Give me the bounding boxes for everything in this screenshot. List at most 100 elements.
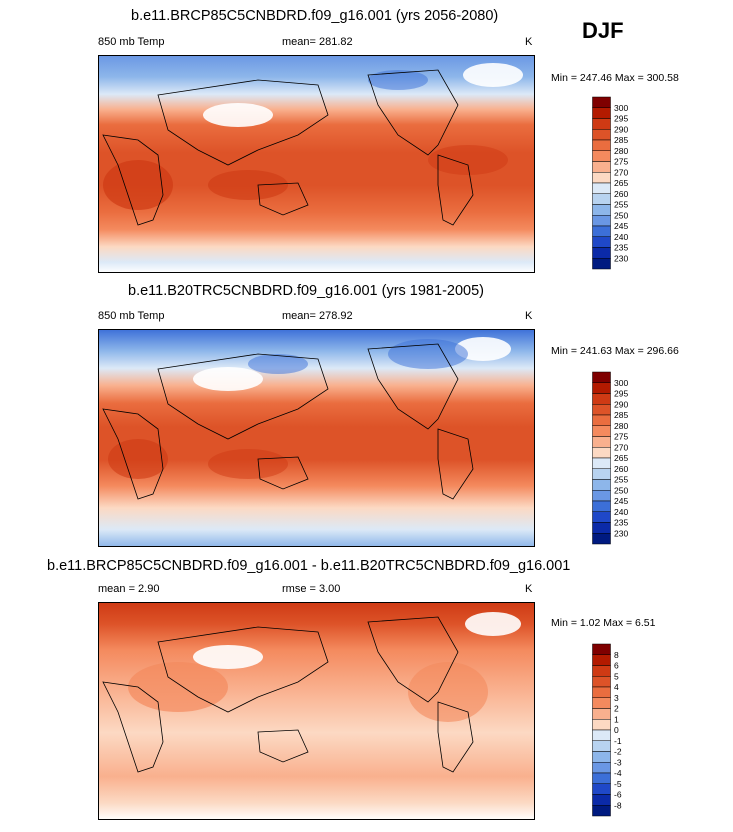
colorbar-tick-label: 250: [614, 210, 628, 220]
colorbar-box: [592, 118, 611, 130]
colorbar-box: [592, 762, 611, 774]
colorbar-box: [592, 805, 611, 817]
colorbar-box: [592, 676, 611, 688]
panel-2-colorbar-boxes: [592, 371, 611, 545]
panel-2-missing-region: [455, 337, 511, 361]
colorbar-tick-label: 1: [614, 714, 619, 724]
panel-1-minmax: Min = 247.46 Max = 300.58: [551, 72, 679, 84]
colorbar-box: [592, 161, 611, 173]
colorbar-tick-label: 245: [614, 496, 628, 506]
colorbar-box: [592, 522, 611, 534]
panel-3-mean-label: mean = 2.90: [98, 583, 160, 595]
colorbar-box: [592, 772, 611, 784]
panel-3-map: [98, 602, 535, 820]
panel-3-coastline: [157, 626, 329, 713]
colorbar-tick-label: 270: [614, 442, 628, 452]
panel-1-missing-region: [463, 63, 523, 87]
colorbar-tick-label: 275: [614, 432, 628, 442]
panel-3-coastline: [257, 729, 309, 763]
colorbar-tick-label: 2: [614, 704, 619, 714]
colorbar-box: [592, 533, 611, 545]
panel-2-colorbar: 3002952902852802752702652602552502452402…: [592, 371, 628, 545]
colorbar-tick-label: 300: [614, 378, 628, 388]
colorbar-tick-label: 285: [614, 135, 628, 145]
colorbar-box: [592, 686, 611, 698]
panel-1-title: b.e11.BRCP85C5CNBDRD.f09_g16.001 (yrs 20…: [131, 8, 499, 24]
colorbar-tick-label: -5: [614, 779, 622, 789]
panel-2-minmax: Min = 241.63 Max = 296.66: [551, 345, 679, 357]
colorbar-box: [592, 236, 611, 248]
panel-3-map-frame: [98, 602, 535, 820]
colorbar-tick-label: 280: [614, 421, 628, 431]
colorbar-box: [592, 404, 611, 416]
colorbar-tick-label: 285: [614, 410, 628, 420]
colorbar-tick-label: -8: [614, 800, 622, 810]
colorbar-box: [592, 490, 611, 502]
colorbar-box: [592, 225, 611, 237]
panel-1-colorbar: 3002952902852802752702652602552502452402…: [592, 96, 628, 270]
colorbar-box: [592, 500, 611, 512]
colorbar-tick-label: 250: [614, 485, 628, 495]
panel-2-coastline: [157, 353, 329, 440]
colorbar-box: [592, 708, 611, 720]
colorbar-box: [592, 447, 611, 459]
colorbar-tick-label: 3: [614, 693, 619, 703]
panel-2-coastline: [102, 408, 164, 500]
panel-2-coastline: [257, 456, 309, 490]
panel-3-units-label: K: [525, 583, 533, 595]
colorbar-box: [592, 436, 611, 448]
panel-3-coastline: [367, 616, 459, 703]
panel-3-missing-region: [193, 645, 263, 669]
colorbar-box: [592, 794, 611, 806]
colorbar-box: [592, 258, 611, 270]
colorbar-tick-label: -2: [614, 747, 622, 757]
colorbar-tick-label: 270: [614, 167, 628, 177]
colorbar-box: [592, 139, 611, 151]
colorbar-box: [592, 172, 611, 184]
panel-1-variable-label: 850 mb Temp: [98, 36, 165, 48]
colorbar-tick-label: 260: [614, 189, 628, 199]
colorbar-tick-label: 240: [614, 232, 628, 242]
panel-1-colorbar-labels: 3002952902852802752702652602552502452402…: [614, 103, 628, 264]
colorbar-box: [592, 414, 611, 426]
colorbar-box: [592, 751, 611, 763]
panel-1-mean-label: mean= 281.82: [282, 36, 353, 48]
panel-1-coastline: [367, 69, 459, 156]
colorbar-box: [592, 247, 611, 259]
colorbar-box: [592, 182, 611, 194]
colorbar-box: [592, 783, 611, 795]
season-label: DJF: [582, 18, 624, 43]
panel-1-coastline: [102, 134, 164, 226]
panel-1-missing-region: [203, 103, 273, 127]
colorbar-box: [592, 150, 611, 162]
colorbar-box: [592, 425, 611, 437]
panel-2-title: b.e11.B20TRC5CNBDRD.f09_g16.001 (yrs 198…: [128, 283, 484, 299]
colorbar-box: [592, 511, 611, 523]
panel-2-map: [98, 329, 535, 547]
colorbar-tick-label: 255: [614, 475, 628, 485]
colorbar-box: [592, 643, 611, 655]
colorbar-box: [592, 719, 611, 731]
panel-1-map-frame: [98, 55, 535, 273]
panel-2-coastline: [437, 428, 474, 500]
panel-2-mean-label: mean= 278.92: [282, 310, 353, 322]
colorbar-tick-label: 245: [614, 221, 628, 231]
panel-2-coastline: [367, 343, 459, 430]
colorbar-box: [592, 107, 611, 119]
colorbar-tick-label: 295: [614, 114, 628, 124]
colorbar-tick-label: 265: [614, 178, 628, 188]
colorbar-tick-label: 0: [614, 725, 619, 735]
panel-3-coastline: [437, 701, 474, 773]
panel-1-coastline: [257, 182, 309, 216]
panel-3-title: b.e11.BRCP85C5CNBDRD.f09_g16.001 - b.e11…: [47, 558, 571, 574]
colorbar-box: [592, 215, 611, 227]
panel-1-coastline: [437, 154, 474, 226]
colorbar-tick-label: -3: [614, 757, 622, 767]
panel-3-missing-region: [465, 612, 521, 636]
colorbar-tick-label: 230: [614, 528, 628, 538]
colorbar-box: [592, 729, 611, 741]
panel-2-variable-label: 850 mb Temp: [98, 310, 165, 322]
colorbar-tick-label: 235: [614, 518, 628, 528]
colorbar-tick-label: 6: [614, 661, 619, 671]
